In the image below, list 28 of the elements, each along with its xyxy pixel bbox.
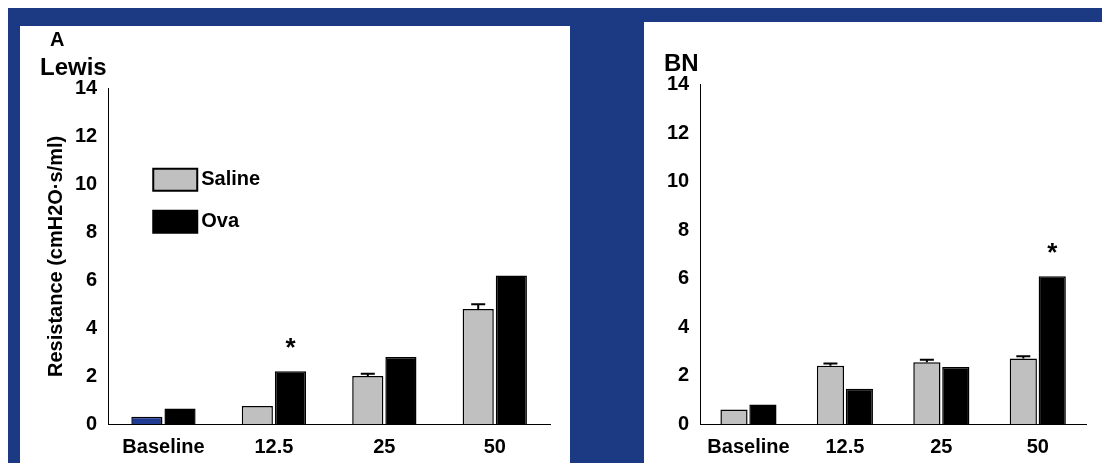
y-tick-label: 10	[75, 172, 98, 195]
y-tick-label: 6	[678, 266, 690, 289]
y-tick-label: 6	[86, 267, 98, 290]
x-tick-label: 50	[1026, 434, 1049, 457]
x-tick-label: 12.5	[825, 434, 865, 457]
text: A	[50, 27, 65, 50]
y-tick-label: 0	[86, 411, 98, 434]
annotation: *	[285, 332, 297, 363]
y-tick-label: 10	[667, 169, 690, 192]
y-tick-label: 4	[86, 315, 99, 338]
x-tick-label: 25	[373, 434, 396, 457]
y-tick-label: 8	[86, 219, 98, 242]
y-tick-label: 12	[75, 124, 98, 147]
x-tick-label: Baseline	[122, 434, 205, 457]
y-tick-label: 2	[678, 363, 690, 386]
x-tick-label: 12.5	[254, 434, 294, 457]
y-tick-label: 8	[678, 217, 690, 240]
y-tick-label: 4	[678, 314, 691, 337]
x-tick-label: Baseline	[707, 434, 790, 457]
x-tick-label: 50	[483, 434, 506, 457]
y-tick-label: 0	[678, 411, 690, 434]
legend-label: Ova	[201, 209, 240, 232]
x-tick-label: 25	[930, 434, 953, 457]
y-tick-label: 12	[667, 120, 690, 143]
legend-label: Saline	[201, 167, 261, 190]
y-tick-label: 2	[86, 363, 98, 386]
annotation: *	[1047, 237, 1059, 268]
y-axis-title: Resistance (cmH2O·s/ml)	[43, 135, 66, 377]
